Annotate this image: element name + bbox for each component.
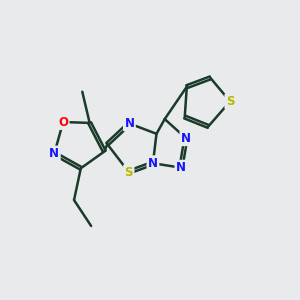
- Text: S: S: [124, 166, 133, 178]
- Text: N: N: [181, 132, 191, 145]
- Text: O: O: [58, 116, 68, 128]
- Text: N: N: [49, 147, 59, 160]
- Text: N: N: [148, 157, 158, 170]
- Text: N: N: [176, 161, 186, 174]
- Text: N: N: [124, 117, 134, 130]
- Text: S: S: [226, 95, 234, 108]
